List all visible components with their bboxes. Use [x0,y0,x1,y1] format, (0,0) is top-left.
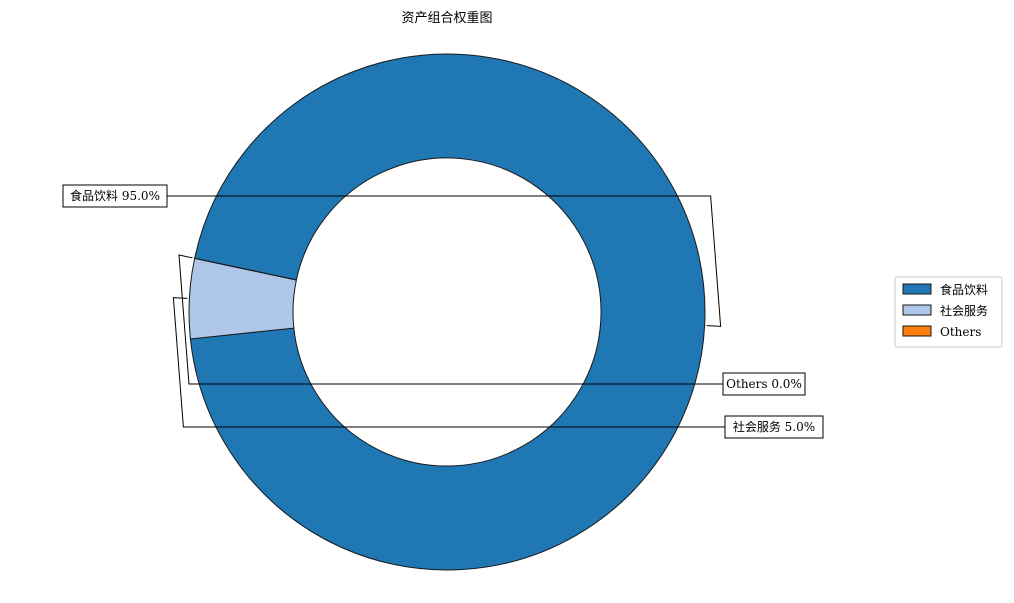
slice-label-food-beverage: 食品饮料 95.0% [70,188,160,203]
chart-title: 资产组合权重图 [401,10,492,26]
slice-others [194,257,297,281]
callout-box-social-services [724,415,824,439]
legend-swatch-others [902,325,932,337]
callout-box-food-beverage [62,184,168,208]
callout-leader-food-beverage [167,195,722,327]
legend-label-social-services: 社会服务 [940,303,988,318]
legend-label-food-beverage: 食品饮料 [940,282,988,297]
slice-food-beverage [189,53,706,571]
donut-slices [188,53,706,571]
callout-leader-social-services [172,297,725,428]
slice-callouts: 食品饮料 95.0% 社会服务 5.0% Others 0.0% [62,184,824,439]
callout-leader-others [178,254,723,385]
legend-swatch-food-beverage [902,283,932,295]
slice-label-social-services: 社会服务 5.0% [733,419,815,434]
legend-swatch-social-services [902,304,932,316]
slice-label-others: Others 0.0% [726,377,802,391]
legend-label-others: Others [940,325,981,339]
callout-box-others [722,372,806,396]
